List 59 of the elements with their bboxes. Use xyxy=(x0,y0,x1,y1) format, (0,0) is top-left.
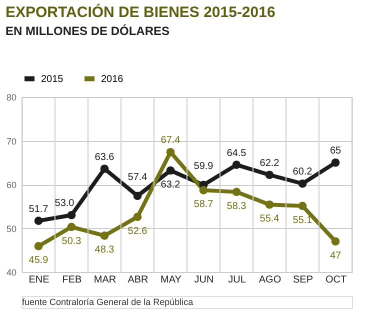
data-label: 63.6 xyxy=(94,152,115,163)
point xyxy=(298,202,307,210)
data-label: 45.9 xyxy=(28,255,49,266)
point xyxy=(100,232,109,240)
y-tick-label: 40 xyxy=(6,268,16,278)
point xyxy=(34,216,43,225)
x-tick-label: FEB xyxy=(62,274,82,286)
data-label: 52.6 xyxy=(128,226,148,237)
x-tick-label: MAR xyxy=(94,274,116,286)
data-label: 47 xyxy=(330,250,342,262)
point xyxy=(265,170,274,180)
point xyxy=(199,186,208,194)
legend-label: 2015 xyxy=(41,74,64,85)
chart-subtitle: EN MILLONES DE DÓLARES xyxy=(5,24,170,38)
y-tick-label: 50 xyxy=(6,224,16,234)
x-tick-label: OCT xyxy=(325,274,347,286)
point xyxy=(265,200,274,209)
data-label: 55.1 xyxy=(292,214,313,226)
data-label: 58.3 xyxy=(226,200,247,212)
point xyxy=(67,210,76,220)
data-label: 57.4 xyxy=(128,172,148,183)
x-tick-label: SEP xyxy=(292,274,314,286)
y-tick-label: 80 xyxy=(6,92,16,102)
y-tick-label: 60 xyxy=(6,180,16,190)
data-label: 50.3 xyxy=(62,236,82,247)
point xyxy=(67,222,76,232)
point xyxy=(298,179,307,188)
data-label: 67.4 xyxy=(160,135,181,146)
point xyxy=(232,160,241,169)
data-label: 58.7 xyxy=(194,199,214,210)
y-tick-label: 70 xyxy=(6,136,16,146)
point xyxy=(133,192,142,200)
x-tick-label: MAY xyxy=(160,274,182,286)
data-label: 55.4 xyxy=(260,214,280,225)
data-label: 62.2 xyxy=(260,158,280,169)
data-label: 60.2 xyxy=(292,166,313,178)
data-label: 53.0 xyxy=(54,198,75,210)
x-tick-label: ENE xyxy=(28,274,50,286)
point xyxy=(34,242,43,250)
data-label: 48.3 xyxy=(94,244,115,256)
point xyxy=(331,158,340,167)
data-label: 63.2 xyxy=(160,180,181,190)
x-tick-label: ABR xyxy=(128,274,148,286)
point xyxy=(166,166,175,175)
point xyxy=(166,148,175,156)
data-label: 64.5 xyxy=(226,148,247,159)
x-tick-label: AGO xyxy=(258,274,282,286)
x-tick-label: JUN xyxy=(194,274,214,286)
data-label: 51.7 xyxy=(28,204,49,215)
legend-label: 2016 xyxy=(101,74,124,85)
point xyxy=(232,188,241,196)
chart-title: EXPORTACIÓN DE BIENES 2015-2016 xyxy=(5,3,276,21)
point xyxy=(331,237,340,246)
data-label: 59.9 xyxy=(194,160,214,172)
source-note: fuente Contraloría General de la República xyxy=(22,297,194,307)
point xyxy=(133,212,142,222)
data-label: 65 xyxy=(330,146,342,157)
point xyxy=(100,164,109,173)
x-tick-label: JUL xyxy=(228,274,246,286)
